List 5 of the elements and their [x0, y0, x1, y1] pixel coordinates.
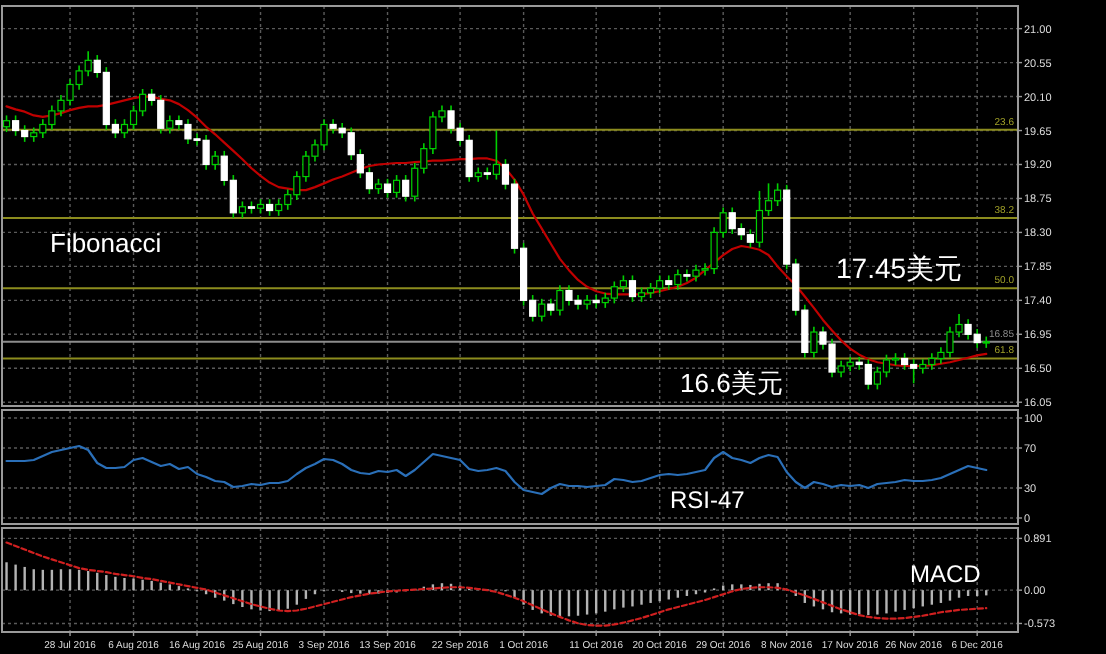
- annotation: 17.45美元: [836, 252, 963, 284]
- annotation: 16.6美元: [680, 368, 783, 398]
- annotation: MACD: [910, 560, 982, 588]
- annotation: RSI-47: [670, 486, 746, 514]
- annotation: Fibonacci: [50, 228, 162, 258]
